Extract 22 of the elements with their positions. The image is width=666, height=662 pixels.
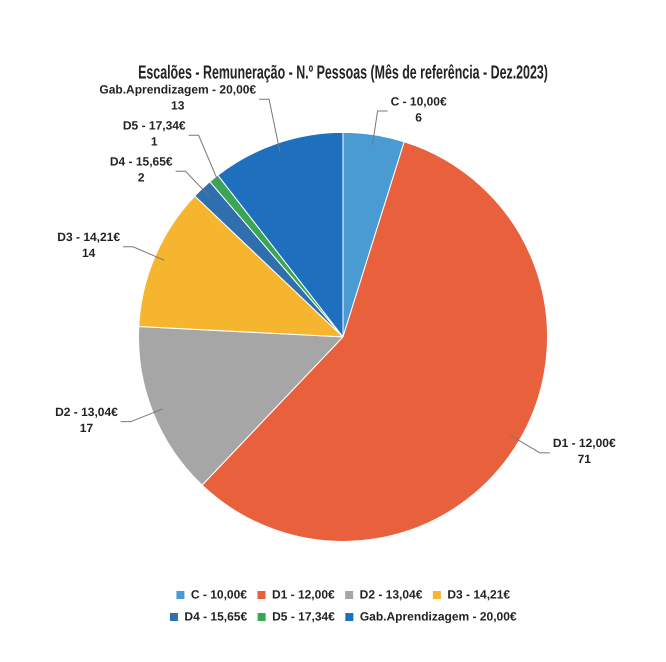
legend-label: D1 - 12,00€ bbox=[272, 587, 335, 602]
legend-label: D2 - 13,04€ bbox=[360, 587, 423, 602]
legend-label: D4 - 15,65€ bbox=[184, 609, 248, 624]
data-label: 2 bbox=[138, 170, 145, 185]
slice-label: D3 - 14,21€ bbox=[57, 230, 120, 244]
legend-label: D3 - 14,21€ bbox=[447, 587, 510, 602]
slice-label: D2 - 13,04€ bbox=[55, 404, 118, 419]
legend-label: C - 10,00€ bbox=[190, 587, 248, 602]
data-label: 14 bbox=[82, 246, 96, 260]
chart-title: Escalões - Remuneração - N.º Pessoas (Mês de referência - Dez.2023) bbox=[138, 62, 548, 84]
data-label: 71 bbox=[578, 452, 592, 466]
slice-label: Gab.Aprendizagem - 20,00€ bbox=[99, 82, 256, 97]
data-label: 17 bbox=[80, 420, 94, 435]
slice-label: C - 10,00€ bbox=[390, 94, 447, 108]
data-label: 1 bbox=[150, 134, 158, 149]
slice-label: D1 - 12,00€ bbox=[552, 436, 616, 450]
slice-label: D5 - 17,34€ bbox=[122, 118, 186, 133]
data-label: 13 bbox=[171, 98, 185, 113]
data-label: 6 bbox=[415, 110, 422, 124]
slice-label: D4 - 15,65€ bbox=[110, 154, 173, 169]
legend-label: D5 - 17,34€ bbox=[272, 609, 336, 624]
legend-label: Gab.Aprendizagem - 20,00€ bbox=[360, 609, 517, 624]
